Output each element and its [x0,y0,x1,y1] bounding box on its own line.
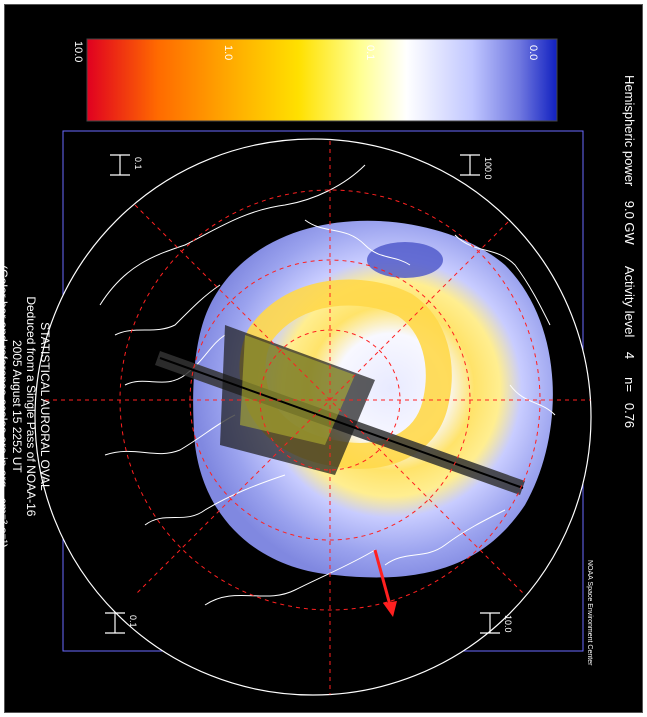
lat-lon-grid [45,139,591,695]
ref-label-top-left: 0.1 [133,157,143,170]
coastlines [99,164,556,606]
reference-scales [105,154,500,634]
hemispheric-power-value: 9.0 GW [622,200,637,245]
satellite-track [155,325,525,495]
polar-map-svg: 0.1 100.0 0.1 10.0 10.0 1.0 0.1 0.0 [34,38,592,696]
n-label: n= [622,377,637,392]
ref-label-bottom-left: 0.1 [128,615,138,628]
title-line-2: Deduced from a Single Pass of NOAA-16 [24,296,38,517]
color-bar-tick: 1.0 [222,45,234,60]
color-bar-tick: 0.1 [364,45,376,60]
color-bar [87,39,557,121]
credit-label: NOAA Space Environment Center [586,560,593,666]
color-bar-tick: 0.0 [527,45,539,60]
color-bar-tick: 10.0 [72,41,84,62]
figure-frame: 0.1 100.0 0.1 10.0 10.0 1.0 0.1 0.0 STAT… [0,4,643,713]
n-value: 0.76 [622,402,637,429]
ref-label-top-right: 100.0 [483,157,493,180]
ref-label-bottom-right: 10.0 [503,615,513,633]
activity-level-value: 4 [622,351,637,360]
sun-direction-arrow-icon [373,549,397,617]
figure-title: STATISTICAL AURORAL OVAL Deduced from a … [0,265,52,548]
title-line-4: (Color bar and reference scales are in e… [0,265,10,548]
activity-level-label: Activity level [622,265,637,338]
hemispheric-power-label: Hemispheric power [622,75,637,187]
title-line-3: 2005 August 15 2252 UT [10,339,24,473]
footer-stats: Hemispheric power 9.0 GW Activity level … [622,75,637,428]
color-bar-ticks: 10.0 1.0 0.1 0.0 [72,41,539,62]
title-line-1: STATISTICAL AURORAL OVAL [38,322,52,491]
